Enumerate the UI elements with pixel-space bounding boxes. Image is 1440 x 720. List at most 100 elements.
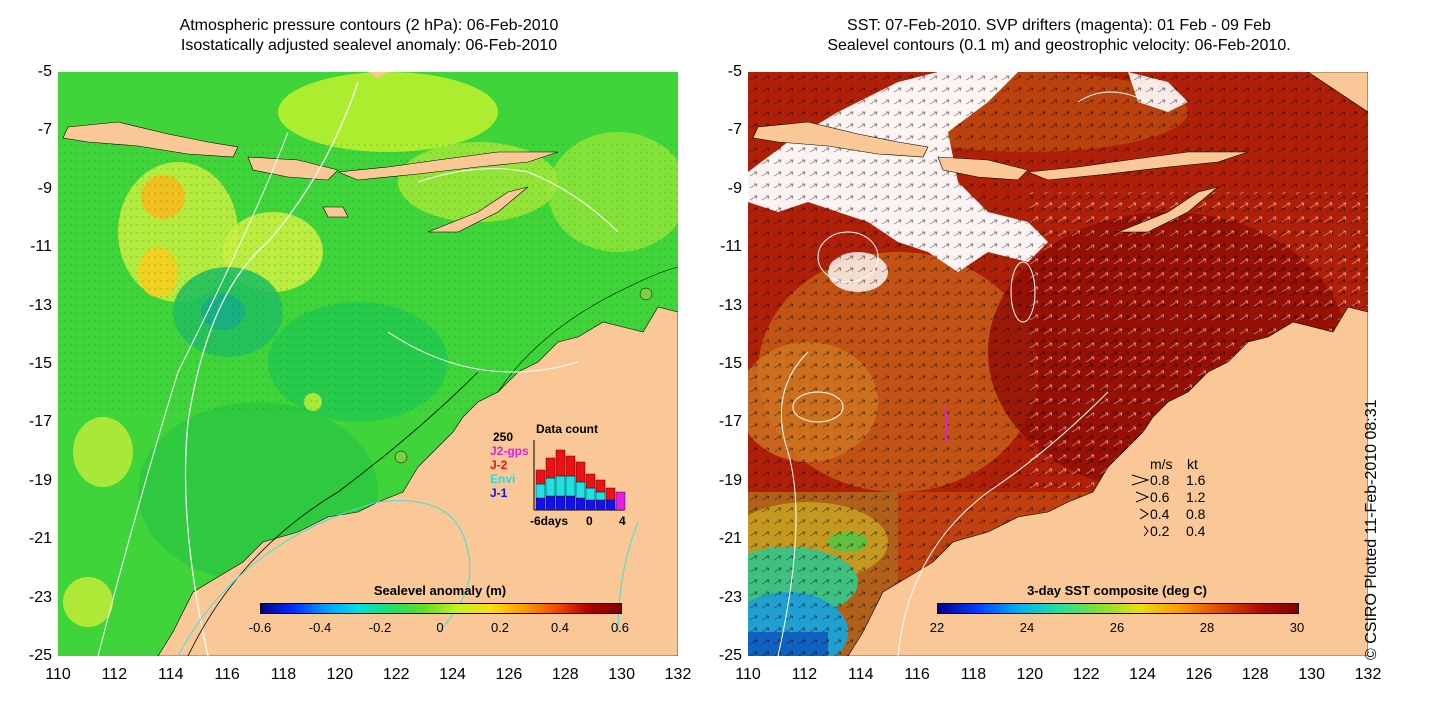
velocity-ms-value: 0.4: [1150, 506, 1170, 522]
x-tick-label: 126: [495, 666, 523, 683]
colorbar-tick-label: -0.4: [308, 620, 332, 635]
velocity-ms-value: 0.6: [1150, 489, 1170, 505]
colorbar-tick-label: 0: [436, 620, 444, 635]
sst-colorbar-title: 3-day SST composite (deg C): [1027, 583, 1207, 598]
histogram-bar: [575, 461, 586, 483]
y-tick-label: -7: [37, 121, 52, 139]
x-tick-label: 114: [847, 666, 874, 683]
histogram-bar: [535, 497, 546, 511]
velocity-arrow-icon: [1139, 508, 1149, 520]
colorbar-tick-label: 26: [1109, 620, 1125, 635]
data-count-tick-zero: 0: [586, 514, 593, 528]
x-tick-label: 124: [1129, 666, 1156, 683]
x-tick-label: 116: [214, 666, 240, 683]
velocity-legend-header-kt: kt: [1187, 456, 1198, 472]
y-tick-label: -17: [28, 413, 52, 431]
histogram-bar: [585, 487, 596, 501]
sst-map: [748, 72, 1368, 656]
histogram-bar: [555, 449, 566, 477]
x-tick-label: 110: [45, 666, 71, 683]
y-tick-label: -25: [28, 647, 52, 664]
histogram-bar: [595, 479, 606, 493]
velocity-kt-value: 1.2: [1186, 489, 1206, 505]
histogram-bar: [555, 475, 566, 497]
left-title-line2: Isostatically adjusted sealevel anomaly:…: [180, 37, 558, 54]
y-tick-label: -17: [718, 413, 742, 431]
y-tick-label: -9: [727, 179, 742, 197]
data-count-title: Data count: [536, 422, 599, 436]
y-tick-label: -13: [28, 296, 52, 314]
histogram-bar: [605, 487, 616, 501]
left-title-line1: Atmospheric pressure contours (2 hPa): 0…: [179, 17, 559, 34]
histogram-bar: [595, 499, 606, 511]
x-tick-label: 132: [1354, 666, 1382, 683]
colorbar-tick-label: -0.6: [248, 620, 272, 635]
velocity-arrow-icon: [1143, 525, 1149, 537]
mission-legend-item: J-2: [490, 458, 508, 472]
x-tick-label: 122: [1072, 666, 1100, 683]
y-tick-label: -19: [28, 471, 52, 489]
velocity-kt-value: 0.8: [1186, 506, 1206, 522]
right-title-line2: Sealevel contours (0.1 m) and geostrophi…: [827, 37, 1291, 54]
x-tick-label: 128: [1241, 666, 1269, 683]
histogram-bar: [615, 491, 626, 511]
colorbar-tick-label: 0.4: [550, 620, 570, 635]
histogram-bar: [535, 469, 546, 485]
histogram-bar: [575, 497, 586, 511]
velocity-ms-value: 0.8: [1150, 472, 1170, 488]
x-tick-label: 132: [664, 666, 692, 683]
colorbar-tick-label: 28: [1199, 620, 1215, 635]
histogram-bar: [545, 495, 556, 511]
x-tick-label: 124: [439, 666, 466, 683]
y-tick-label: -5: [727, 63, 742, 80]
velocity-kt-value: 0.4: [1186, 523, 1206, 539]
sealevel-anomaly-map: [58, 72, 678, 656]
y-tick-label: -19: [718, 471, 742, 489]
y-tick-label: -11: [30, 238, 52, 256]
data-count-max: 250: [493, 430, 514, 444]
x-tick-label: 128: [551, 666, 579, 683]
velocity-arrow-icon: [1131, 474, 1150, 486]
x-tick-label: 118: [270, 666, 297, 683]
australia-land: [157, 306, 678, 656]
data-count-histogram: [533, 440, 626, 511]
x-tick-label: 120: [326, 666, 354, 683]
x-tick-label: 114: [157, 666, 184, 683]
y-tick-label: -15: [28, 355, 52, 372]
colorbar-tick-label: 0.2: [490, 620, 510, 635]
sla-colorbar: [260, 603, 622, 614]
y-tick-label: -21: [28, 530, 52, 548]
data-count-tick-end: 4: [619, 514, 626, 528]
x-tick-label: 112: [791, 666, 818, 683]
histogram-bar: [535, 483, 546, 499]
x-tick-label: 130: [608, 666, 635, 683]
right-map-title: SST: 07-Feb-2010. SVP drifters (magenta)…: [748, 16, 1370, 56]
y-tick-label: -13: [718, 296, 742, 314]
x-tick-label: 110: [735, 666, 761, 683]
sla-colorbar-title: Sealevel anomaly (m): [373, 583, 507, 598]
y-tick-label: -25: [718, 647, 742, 664]
data-count-tick-start: -6days: [530, 514, 569, 528]
y-tick-label: -15: [718, 355, 742, 372]
histogram-bar: [545, 457, 556, 479]
left-map-title: Atmospheric pressure contours (2 hPa): 0…: [58, 16, 680, 56]
y-tick-label: -21: [718, 530, 742, 548]
velocity-arrow-icon: [1135, 491, 1150, 503]
histogram-bar: [585, 499, 596, 511]
histogram-bar: [555, 495, 566, 511]
copyright-notice: © CSIRO Plotted 11-Feb-2010 08:31: [1363, 399, 1380, 660]
y-tick-label: -23: [28, 588, 52, 606]
colorbar-tick-label: 24: [1019, 620, 1035, 635]
mission-legend-item: Envi: [490, 472, 516, 486]
histogram-bar: [575, 481, 586, 499]
x-tick-label: 122: [382, 666, 410, 683]
colorbar-tick-label: 0.6: [610, 620, 630, 635]
histogram-bar: [565, 495, 576, 511]
x-tick-label: 120: [1016, 666, 1044, 683]
x-tick-label: 112: [101, 666, 128, 683]
colorbar-tick-label: 22: [929, 620, 945, 635]
colorbar-tick-label: -0.2: [368, 620, 392, 635]
velocity-legend-header-ms: m/s: [1150, 456, 1173, 472]
histogram-bar: [585, 473, 596, 489]
australia-land-sst: [847, 306, 1368, 656]
